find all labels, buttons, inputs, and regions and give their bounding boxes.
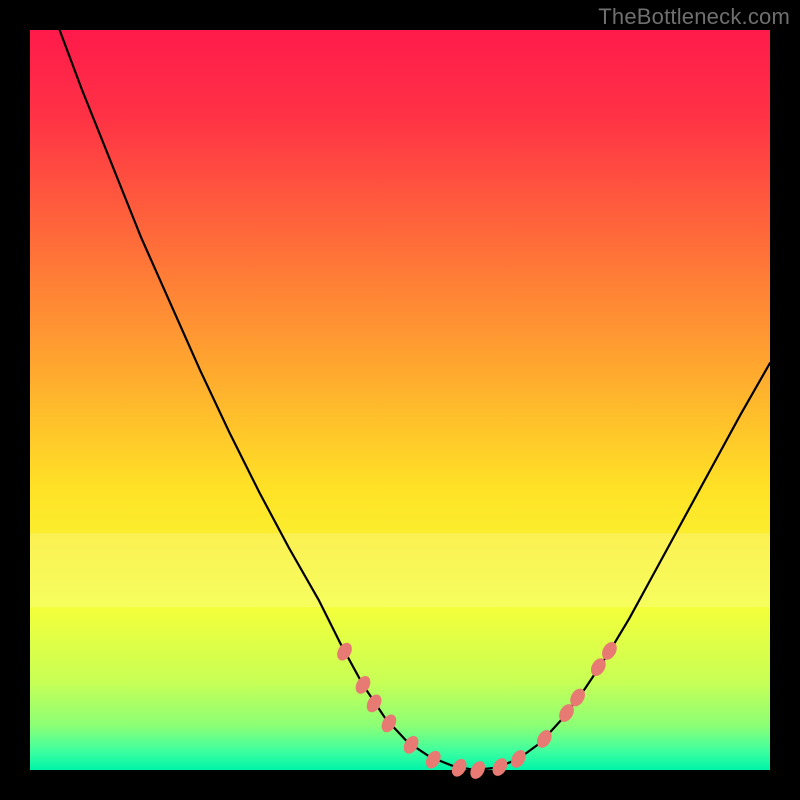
chart-stage: TheBottleneck.com [0, 0, 800, 800]
watermark-text: TheBottleneck.com [598, 4, 790, 30]
bottleneck-chart [0, 0, 800, 800]
